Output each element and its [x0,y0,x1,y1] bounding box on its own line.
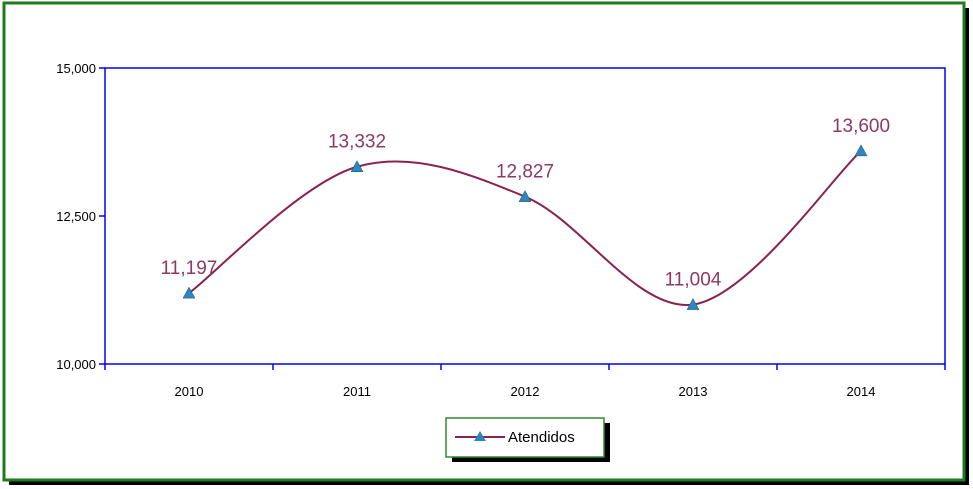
x-tick-label: 2012 [511,384,540,399]
data-point-marker [854,144,868,157]
legend: Atendidos [445,417,610,462]
data-label: 13,600 [832,116,890,137]
series-line [188,150,862,306]
data-label: 13,332 [328,132,386,153]
y-tick-label: 15,000 [56,61,96,76]
x-tick-label: 2010 [175,384,204,399]
data-point-marker [350,160,364,172]
x-axis: 2010 2011 2012 2013 2014 [104,364,946,399]
data-point-marker [182,286,196,299]
y-axis: 10,000 12,500 15,000 [56,61,105,372]
x-tick-label: 2013 [679,384,708,399]
data-label: 11,197 [161,258,218,279]
series-atendidos: 11,197 13,332 12,827 11,004 13,600 [161,116,890,310]
x-tick-label: 2011 [343,384,371,399]
data-point-marker [686,298,700,310]
legend-label: Atendidos [508,429,575,446]
data-point-marker [518,190,532,202]
y-tick-label: 10,000 [56,357,96,372]
x-tick-label: 2014 [847,384,876,399]
data-label: 11,004 [665,270,722,291]
legend-marker [474,431,486,441]
data-label: 12,827 [496,162,554,183]
y-tick-label: 12,500 [56,209,96,224]
chart-frame [2,1,966,482]
